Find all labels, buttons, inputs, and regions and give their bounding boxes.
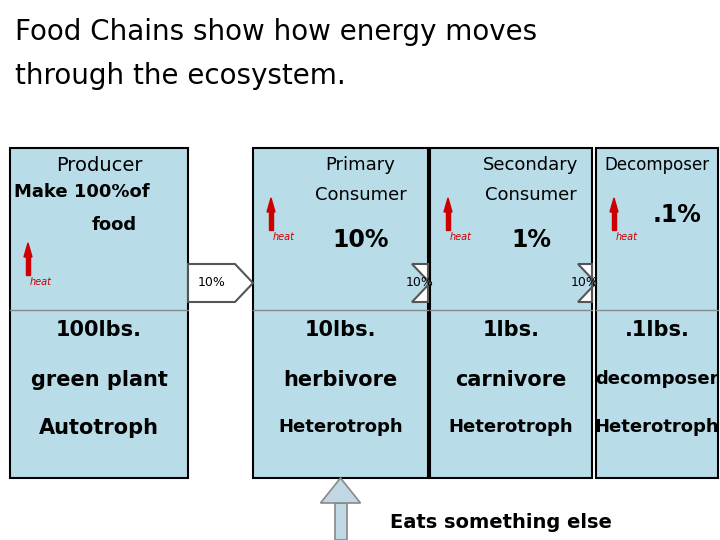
Text: 100lbs.: 100lbs. bbox=[56, 320, 142, 340]
Text: Consumer: Consumer bbox=[315, 186, 406, 204]
Polygon shape bbox=[24, 243, 32, 257]
Text: Producer: Producer bbox=[55, 156, 143, 175]
Polygon shape bbox=[412, 264, 430, 302]
Bar bbox=[253, 148, 428, 478]
Bar bbox=[269, 212, 273, 230]
Text: Decomposer: Decomposer bbox=[604, 156, 709, 174]
Text: Food Chains show how energy moves: Food Chains show how energy moves bbox=[15, 18, 537, 46]
Text: green plant: green plant bbox=[30, 370, 168, 390]
Text: 10%: 10% bbox=[406, 276, 434, 289]
Text: .1lbs.: .1lbs. bbox=[624, 320, 690, 340]
Polygon shape bbox=[578, 264, 596, 302]
Text: heat: heat bbox=[616, 232, 638, 242]
Text: heat: heat bbox=[30, 277, 52, 287]
Text: Primary: Primary bbox=[325, 156, 395, 174]
Polygon shape bbox=[320, 478, 361, 503]
Bar bbox=[10, 148, 188, 478]
Text: Make 100%of: Make 100%of bbox=[14, 183, 150, 201]
Text: 1lbs.: 1lbs. bbox=[482, 320, 539, 340]
Text: Eats something else: Eats something else bbox=[390, 512, 613, 531]
Bar bbox=[596, 148, 718, 478]
Text: 10%: 10% bbox=[571, 276, 599, 289]
Text: .1%: .1% bbox=[652, 203, 701, 227]
Text: through the ecosystem.: through the ecosystem. bbox=[15, 62, 346, 90]
Text: heat: heat bbox=[450, 232, 472, 242]
Text: Heterotroph: Heterotroph bbox=[595, 418, 719, 436]
Bar bbox=[446, 212, 450, 230]
Text: herbivore: herbivore bbox=[284, 370, 397, 390]
Text: Autotroph: Autotroph bbox=[39, 418, 159, 438]
Text: 1%: 1% bbox=[511, 228, 551, 252]
Text: food: food bbox=[91, 216, 137, 234]
Text: heat: heat bbox=[273, 232, 295, 242]
Text: decomposer: decomposer bbox=[595, 370, 719, 388]
Text: Heterotroph: Heterotroph bbox=[449, 418, 573, 436]
Text: 10%: 10% bbox=[332, 228, 389, 252]
Polygon shape bbox=[444, 198, 452, 212]
Polygon shape bbox=[267, 198, 275, 212]
Bar bbox=[430, 148, 592, 478]
Polygon shape bbox=[188, 264, 253, 302]
Text: Heterotroph: Heterotroph bbox=[278, 418, 402, 436]
Text: 10lbs.: 10lbs. bbox=[305, 320, 377, 340]
Bar bbox=[335, 503, 346, 540]
Text: Secondary: Secondary bbox=[483, 156, 579, 174]
Bar bbox=[612, 212, 616, 230]
Text: 10%: 10% bbox=[197, 276, 225, 289]
Bar bbox=[26, 257, 30, 275]
Text: carnivore: carnivore bbox=[455, 370, 567, 390]
Polygon shape bbox=[610, 198, 618, 212]
Text: Consumer: Consumer bbox=[485, 186, 577, 204]
